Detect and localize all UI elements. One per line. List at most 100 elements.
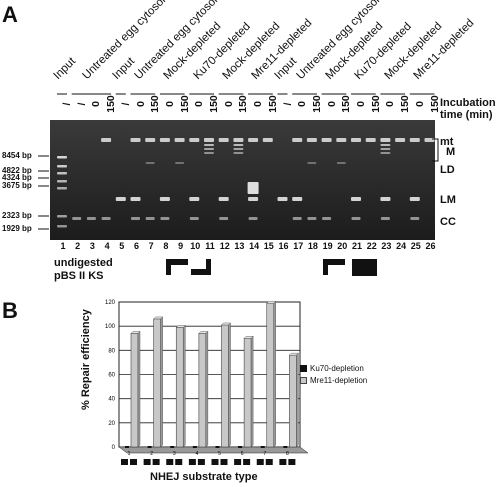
y-tick-label: 40 (108, 397, 115, 403)
lane-number: 18 (307, 241, 318, 251)
band-label-m: M (446, 146, 456, 158)
bar-mre11-side (273, 300, 276, 448)
marker-label: 3675 bp (2, 181, 32, 190)
legend-label-mre11: Mre11-depletion (310, 376, 368, 385)
y-tick-label: 20 (108, 421, 115, 427)
incubation-label: Incubation (440, 97, 496, 109)
substrate-icon-right (197, 459, 205, 465)
bar-mre11 (243, 337, 252, 448)
bar-mre11-top (175, 325, 186, 328)
lane-number: 3 (89, 241, 95, 251)
lane-number: 7 (148, 241, 154, 251)
bar-mre11 (221, 324, 229, 448)
legend-swatch-mre11 (300, 377, 307, 384)
legend-label-ku70: Ku70-depletion (310, 364, 364, 373)
bar-mre11-side (160, 316, 163, 448)
bar-mre11-top (288, 352, 299, 356)
x-tick-label: 7 (263, 451, 266, 457)
lane-number: 26 (425, 241, 436, 251)
plot-floor (118, 446, 309, 454)
lane-number: 11 (205, 241, 215, 251)
lane-number: 9 (178, 241, 184, 251)
marker-label: 1929 bp (2, 224, 32, 233)
lane-number: 5 (119, 241, 125, 251)
x-tick-label: 8 (286, 451, 289, 457)
bar-ku70 (192, 446, 197, 448)
legend-item-mre11: Mre11-depletion (300, 376, 367, 385)
substrate-icon-right (130, 459, 137, 465)
bar-mre11-top (130, 331, 141, 334)
lane-number: 2 (75, 241, 81, 251)
substrate-icon-left (188, 459, 196, 465)
y-tick-label: 0 (112, 445, 116, 451)
bar-mre11-top (198, 331, 209, 334)
lane-number: 25 (410, 241, 421, 251)
gel-bands (57, 138, 435, 228)
chart-legend: Ku70-depletion Mre11-depletion (300, 364, 367, 385)
lane-number: 13 (234, 241, 245, 251)
substrate-icon-right (265, 459, 273, 465)
y-tick-label: 100 (105, 324, 116, 330)
bar-ku70 (260, 446, 265, 448)
substrate-icon-left (279, 459, 287, 465)
gel-image (50, 120, 435, 240)
lane-number: 12 (219, 241, 230, 251)
lane-number: 23 (381, 241, 392, 251)
panel-a-letter: A (2, 2, 18, 27)
bar-ku70 (125, 446, 129, 448)
lane-number: 6 (133, 241, 139, 251)
bar-ku70 (238, 446, 243, 448)
substrate-icon-left (121, 459, 128, 465)
marker-label: 2323 bp (2, 211, 32, 220)
substrate-icon-right (243, 459, 251, 465)
substrate-icon-right (175, 459, 183, 465)
bar-mre11-top (243, 336, 254, 339)
x-tick-label: 4 (195, 451, 198, 457)
x-tick-label: 6 (241, 451, 244, 457)
bar-ku70 (170, 446, 175, 448)
bar-mre11-side (296, 352, 299, 448)
substrate-icon-mre11 (323, 259, 377, 276)
incubation-time-label: time (min) (440, 109, 493, 121)
lane-number: 1 (60, 241, 66, 251)
substrate-icon-left (234, 459, 242, 465)
panel-b-letter: B (2, 298, 18, 323)
x-tick-label: 2 (150, 451, 153, 457)
x-tick-label: 1 (128, 451, 131, 457)
bar-ku70 (147, 446, 152, 448)
bar-mre11 (130, 333, 139, 448)
band-label-lm: LM (440, 194, 456, 206)
m-bracket (432, 138, 439, 162)
bar-mre11-side (250, 335, 254, 448)
marker-label: 4324 bp (2, 173, 32, 182)
lane-number: 4 (104, 241, 110, 251)
bar-mre11-top (153, 316, 164, 320)
substrate-icon-right (220, 459, 228, 465)
bar-mre11 (266, 302, 275, 448)
substrate-icon-right (152, 459, 160, 465)
bar-mre11 (289, 354, 297, 448)
band-label-mt: mt (440, 136, 454, 148)
lane-number: 14 (249, 241, 260, 251)
bar-mre11-side (205, 330, 209, 448)
marker-ticks (38, 155, 49, 230)
marker-label: 4822 bp (2, 166, 32, 175)
y-tick-label: 80 (108, 348, 115, 354)
bar-mre11 (198, 333, 207, 448)
legend-item-ku70: Ku70-depletion (300, 364, 367, 373)
bar-mre11-top (221, 322, 231, 326)
substrate-icon-ku70 (166, 259, 211, 275)
lane-number: 15 (263, 241, 274, 251)
lane-number: 22 (366, 241, 377, 251)
x-axis-label: NHEJ substrate type (150, 471, 258, 483)
bar-ku70 (283, 446, 288, 448)
lane-number: 8 (163, 241, 169, 251)
substrate-icon-left (166, 459, 174, 465)
substrate-icon-right (288, 459, 296, 465)
substrate-icon-left (256, 459, 264, 465)
band-label-ld: LD (440, 164, 455, 176)
substrate-icon-left (211, 459, 219, 465)
lane-number: 19 (322, 241, 333, 251)
y-tick-label: 60 (108, 373, 115, 379)
